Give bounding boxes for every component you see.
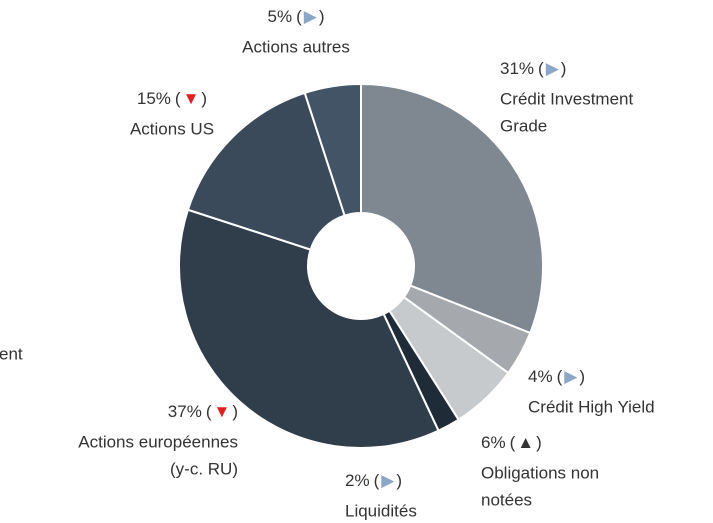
paren: (	[510, 433, 516, 452]
value-label: 6%(▲)	[481, 433, 542, 452]
trend-arrow: ▼	[183, 89, 200, 108]
paren: )	[579, 367, 585, 386]
value-label: 37%(▼)	[168, 402, 238, 421]
value-text: 15%	[137, 89, 171, 108]
value-text: 37%	[168, 402, 202, 421]
paren: (	[374, 471, 380, 490]
annotation: ent	[0, 344, 23, 363]
trend-arrow: ▼	[214, 402, 231, 421]
category-label: Crédit High Yield	[528, 397, 655, 416]
value-label: 31%(▶)	[500, 59, 566, 78]
paren: (	[538, 59, 544, 78]
paren: )	[201, 89, 207, 108]
category-label: notées	[481, 490, 532, 509]
paren: )	[232, 402, 238, 421]
paren: (	[206, 402, 212, 421]
trend-arrow: ▲	[517, 433, 534, 452]
value-text: 31%	[500, 59, 534, 78]
category-label: (y-c. RU)	[170, 459, 238, 478]
paren: (	[557, 367, 563, 386]
paren: (	[175, 89, 181, 108]
category-label: Grade	[500, 116, 547, 135]
category-label: Crédit Investment	[500, 89, 633, 108]
value-label: 4%(▶)	[528, 367, 585, 386]
category-label: Actions autres	[242, 37, 350, 56]
paren: )	[561, 59, 567, 78]
trend-arrow: ▶	[546, 59, 560, 78]
trend-arrow: ▶	[381, 471, 395, 490]
value-text: 2%	[345, 471, 370, 490]
value-label: 5%(▶)	[268, 7, 325, 26]
paren: )	[536, 433, 542, 452]
slice	[303, 82, 362, 217]
value-label: 15%(▼)	[137, 89, 207, 108]
category-label: Liquidités	[345, 501, 417, 520]
paren: )	[319, 7, 325, 26]
category-label: Obligations non	[481, 463, 599, 482]
category-label: Actions européennes	[78, 432, 238, 451]
category-label: Actions US	[130, 119, 214, 138]
value-text: 5%	[268, 7, 293, 26]
value-label: 2%(▶)	[345, 471, 402, 490]
slice	[178, 208, 440, 449]
value-text: 4%	[528, 367, 553, 386]
value-text: 6%	[481, 433, 506, 452]
slice	[186, 91, 346, 251]
paren: )	[396, 471, 402, 490]
trend-arrow: ▶	[564, 367, 578, 386]
paren: (	[296, 7, 302, 26]
slice	[360, 82, 544, 335]
trend-arrow: ▶	[304, 7, 318, 26]
